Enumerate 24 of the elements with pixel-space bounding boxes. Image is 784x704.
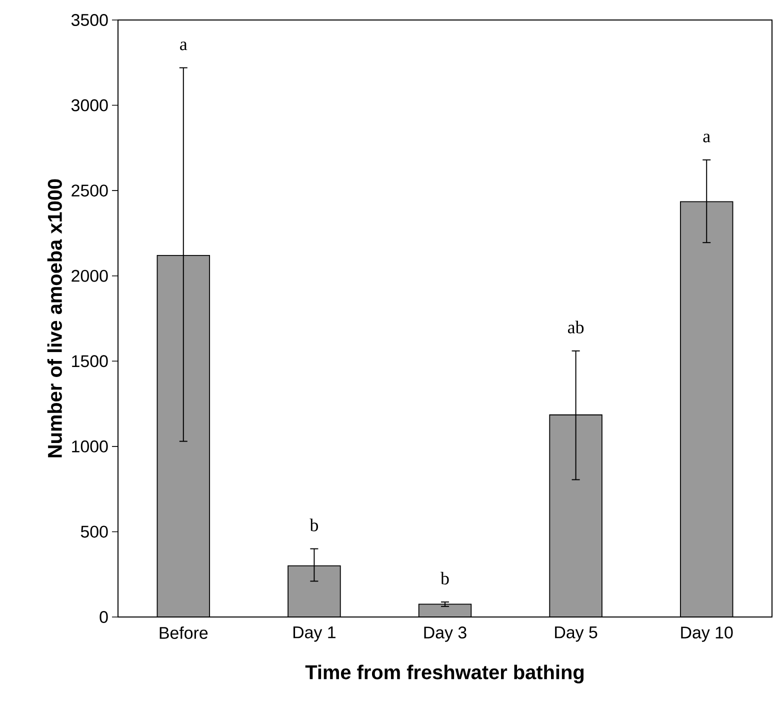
x-tick-label: Before [160, 626, 208, 639]
annotation: a [180, 42, 188, 50]
annotation: b [310, 518, 318, 532]
y-tick-label: 1000 [72, 440, 108, 452]
annotation: ab [568, 320, 584, 334]
x-tick-label: Day 5 [555, 626, 598, 642]
bar [288, 565, 341, 617]
y-tick-label: 0 [100, 611, 108, 623]
x-tick-label: Day 10 [681, 626, 733, 642]
bar [680, 201, 734, 617]
x-tick-label: Day 1 [293, 626, 336, 642]
x-axis-title: Time from freshwater bathing [305, 664, 584, 684]
bar [418, 604, 472, 617]
y-tick-label: 2500 [72, 184, 108, 197]
bar [549, 414, 602, 617]
x-tick-label: Day 3 [424, 626, 466, 642]
annotation: a [703, 134, 710, 142]
y-axis-title: Number of live amoeba x1000 [47, 179, 62, 458]
y-tick-label: 3500 [71, 14, 108, 26]
y-tick-label: 2000 [72, 270, 108, 282]
annotation: b [440, 572, 449, 584]
y-tick-label: 3000 [71, 99, 108, 112]
y-tick-label: 1500 [72, 355, 108, 368]
y-tick-label: 500 [80, 526, 108, 538]
